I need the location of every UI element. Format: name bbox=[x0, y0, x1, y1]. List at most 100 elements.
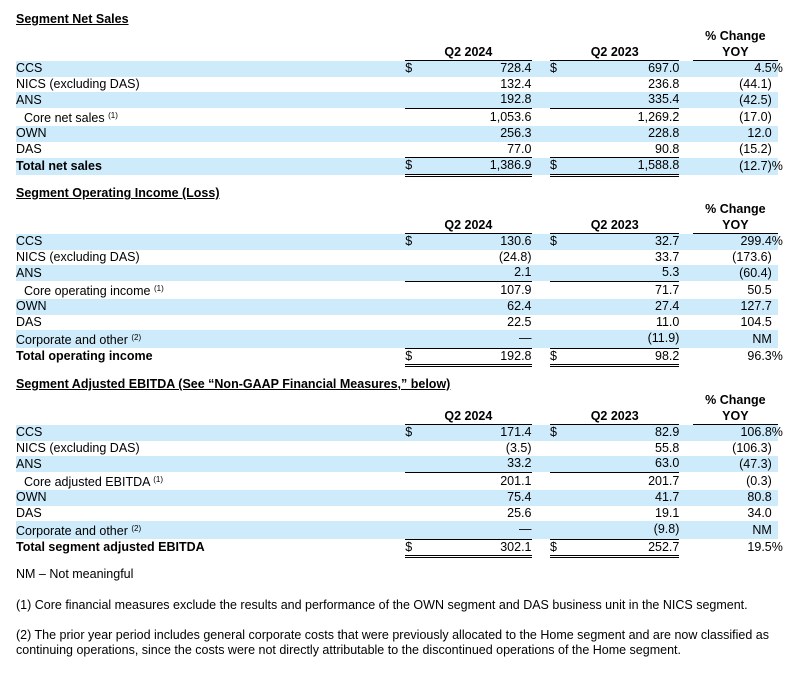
q2-2024-value: 22.5 bbox=[507, 314, 532, 329]
row-label: OWN bbox=[16, 126, 406, 142]
percent-sign: % bbox=[771, 157, 783, 175]
q2-2023-value: 252.7 bbox=[565, 538, 680, 558]
row-label-text: Core adjusted EBITDA bbox=[24, 475, 150, 489]
row-label-text: ANS bbox=[16, 92, 42, 107]
row-label: Corporate and other (2) bbox=[16, 330, 406, 348]
table-row: DAS 77.0 90.8 (15.2) bbox=[16, 142, 778, 158]
q2-2023-value: 5.3 bbox=[565, 265, 680, 281]
row-label: ANS bbox=[16, 456, 406, 472]
currency-symbol bbox=[549, 521, 566, 539]
currency-symbol bbox=[549, 126, 566, 142]
q2-2023-value: (9.8) bbox=[565, 521, 680, 539]
currency-symbol bbox=[405, 521, 421, 539]
pct-change-value: (17.0) bbox=[739, 109, 772, 124]
table-row: NICS (excluding DAS) (24.8) 33.7 (173.6) bbox=[16, 250, 778, 266]
currency-symbol bbox=[549, 299, 566, 315]
pct-change-header: % Change bbox=[705, 29, 766, 44]
row-label-text: ANS bbox=[16, 265, 42, 280]
percent-sign bbox=[771, 265, 778, 281]
pct-change-value: 104.5 bbox=[740, 314, 772, 329]
currency-symbol bbox=[405, 250, 420, 266]
currency-symbol bbox=[405, 142, 420, 158]
percent-sign: % bbox=[771, 540, 783, 555]
row-label-text: OWN bbox=[16, 299, 47, 314]
q2-2024-value: 25.6 bbox=[507, 505, 532, 520]
table-row: Corporate and other (2) — (11.9) NM bbox=[16, 330, 778, 348]
q2-2024-value: 77.0 bbox=[507, 141, 532, 156]
table-row: NICS (excluding DAS) (3.5) 55.8 (106.3) bbox=[16, 441, 778, 457]
q2-2024-value: (24.8) bbox=[498, 249, 532, 264]
row-label: CCS bbox=[16, 60, 406, 77]
percent-sign bbox=[772, 472, 778, 490]
q2-2024-header: Q2 2024 bbox=[405, 44, 532, 61]
row-label: Total net sales bbox=[16, 157, 406, 175]
percent-sign bbox=[772, 77, 778, 93]
header-row: % Change bbox=[16, 202, 778, 218]
row-label-text: OWN bbox=[16, 490, 47, 505]
currency-symbol bbox=[405, 92, 421, 108]
percent-sign bbox=[771, 126, 778, 142]
q2-2024-value: — bbox=[420, 521, 532, 539]
pct-change-value: (106.3) bbox=[732, 440, 772, 455]
currency-symbol: $ bbox=[405, 347, 421, 367]
segment-net-sales-table: % Change Q2 2024 Q2 2023 YOY CCS $728.4 $697.0… bbox=[16, 29, 783, 177]
currency-symbol: $ bbox=[405, 538, 421, 558]
q2-2023-value: 33.7 bbox=[655, 249, 680, 264]
q2-2024-value: 107.9 bbox=[420, 280, 532, 299]
pct-change-value: 19.5 bbox=[747, 540, 772, 555]
row-label: ANS bbox=[16, 265, 406, 281]
q2-2023-value: 1,269.2 bbox=[565, 107, 680, 126]
currency-symbol bbox=[405, 126, 421, 142]
row-label: NICS (excluding DAS) bbox=[16, 441, 405, 457]
currency-symbol: $ bbox=[405, 157, 421, 177]
row-label-text: Core net sales bbox=[24, 111, 105, 125]
q2-2023-value: 82.9 bbox=[565, 424, 680, 441]
currency-symbol bbox=[550, 250, 565, 266]
pct-change-value: (42.5) bbox=[692, 92, 772, 108]
pct-change-value: 34.0 bbox=[747, 505, 772, 520]
percent-sign bbox=[772, 281, 778, 299]
currency-symbol: $ bbox=[549, 233, 566, 250]
currency-symbol bbox=[405, 456, 421, 472]
percent-sign bbox=[772, 441, 778, 457]
percent-sign bbox=[771, 330, 778, 348]
row-label-text: OWN bbox=[16, 126, 47, 141]
pct-change-value: (60.4) bbox=[692, 265, 772, 281]
row-label: Core adjusted EBITDA (1) bbox=[16, 472, 405, 490]
currency-symbol bbox=[405, 299, 421, 315]
footnote-marker: (2) bbox=[131, 524, 142, 533]
percent-sign: % bbox=[771, 60, 783, 77]
segment-adjusted-ebitda-table: % Change Q2 2024 Q2 2023 YOY CCS $171.4 $82.9 1… bbox=[16, 393, 783, 558]
currency-symbol: $ bbox=[405, 60, 421, 77]
table-row: CCS $728.4 $697.0 4.5% bbox=[16, 60, 783, 77]
q2-2024-value: 192.8 bbox=[420, 347, 532, 367]
q2-2024-value: 192.8 bbox=[420, 92, 532, 108]
percent-sign: % bbox=[771, 349, 783, 364]
row-label-text: CCS bbox=[16, 425, 43, 439]
row-label-text: Total net sales bbox=[16, 158, 102, 173]
q2-2024-value: 302.1 bbox=[420, 538, 532, 558]
q2-2023-header: Q2 2023 bbox=[549, 408, 680, 425]
q2-2024-value: (3.5) bbox=[505, 440, 532, 455]
pct-change-value: (47.3) bbox=[692, 456, 772, 472]
pct-change-value: 96.3 bbox=[747, 349, 772, 364]
row-label: ANS bbox=[16, 92, 406, 108]
row-label: Total segment adjusted EBITDA bbox=[16, 539, 405, 557]
q2-2024-value: 728.4 bbox=[420, 60, 532, 77]
currency-symbol bbox=[405, 330, 421, 348]
table-row: OWN 256.3 228.8 12.0 bbox=[16, 126, 778, 142]
currency-symbol bbox=[405, 471, 421, 490]
q2-2024-value: 171.4 bbox=[420, 424, 532, 441]
q2-2024-value: 33.2 bbox=[420, 456, 532, 472]
currency-symbol bbox=[405, 506, 420, 522]
row-label: NICS (excluding DAS) bbox=[16, 250, 405, 266]
currency-symbol bbox=[549, 280, 566, 299]
table-row: ANS 192.8 335.4 (42.5) bbox=[16, 92, 778, 108]
currency-symbol bbox=[405, 265, 421, 281]
pct-change-header: % Change bbox=[705, 202, 766, 217]
currency-symbol bbox=[550, 315, 565, 331]
q2-2023-value: 201.7 bbox=[565, 471, 680, 490]
footnote-marker: (1) bbox=[153, 475, 164, 484]
row-label: Core operating income (1) bbox=[16, 281, 405, 299]
percent-sign: % bbox=[771, 424, 783, 441]
